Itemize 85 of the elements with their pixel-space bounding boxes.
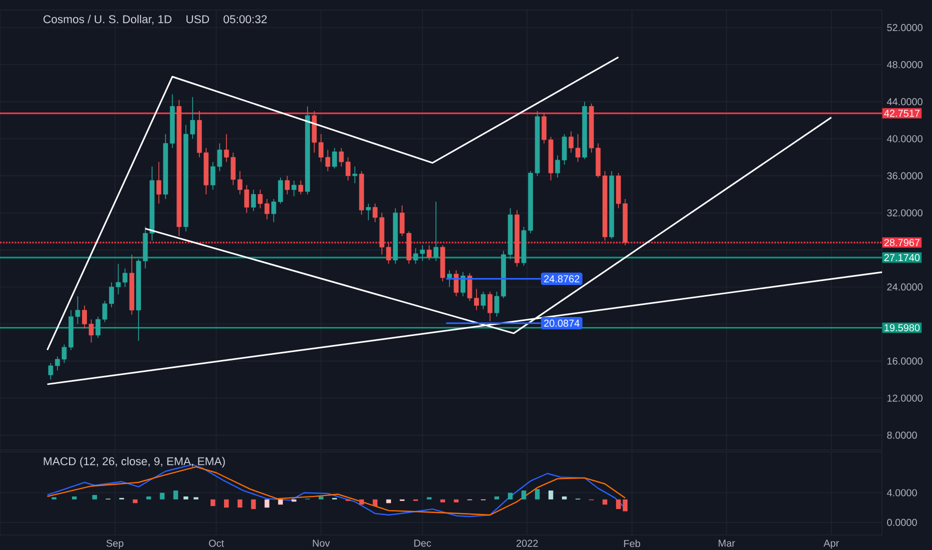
candlestick — [447, 270, 452, 288]
y-tick-label: 36.0000 — [887, 172, 922, 180]
bar — [454, 499, 459, 502]
x-tick-label: Nov — [312, 540, 330, 547]
candlestick — [454, 270, 459, 297]
bar — [238, 499, 242, 508]
bar — [372, 499, 378, 506]
candlestick — [488, 291, 492, 322]
bar — [359, 499, 364, 505]
candlestick — [568, 130, 574, 154]
bar — [622, 499, 628, 512]
bar — [160, 492, 165, 500]
ref-line-label: 28.7967 — [884, 238, 920, 246]
annotation: 05:00:32 — [224, 15, 267, 24]
bar — [508, 492, 513, 500]
candlestick — [372, 203, 378, 223]
bar — [210, 499, 216, 506]
bar — [146, 496, 152, 500]
bar — [292, 499, 296, 502]
candlestick — [284, 175, 290, 195]
bar — [173, 490, 178, 500]
y-tick-label: 24.0000 — [887, 283, 922, 291]
candlestick — [420, 244, 425, 262]
annotation: USD — [186, 15, 210, 24]
candlestick — [413, 248, 418, 264]
x-tick-label: Oct — [208, 540, 224, 547]
candlestick — [575, 134, 580, 162]
annotation: 24.8762 — [544, 275, 580, 282]
x-tick-label: Mar — [718, 540, 735, 547]
x-tick-label: Dec — [414, 540, 432, 547]
y-tick-label: 12.0000 — [887, 394, 922, 402]
bar — [72, 496, 77, 500]
candlestick — [562, 134, 567, 166]
line-series — [46, 56, 620, 351]
candlestick — [542, 112, 547, 144]
bar — [440, 499, 446, 502]
bar — [562, 496, 567, 500]
y-tick-label: 4.0000 — [886, 489, 917, 496]
ref-line-label: 27.1740 — [884, 254, 920, 262]
bar — [92, 494, 97, 500]
candlestick — [426, 244, 432, 261]
y-tick-label: 0.0000 — [887, 518, 917, 526]
candlestick — [366, 203, 371, 221]
candlestick — [156, 162, 162, 204]
candlestick — [332, 148, 337, 169]
x-tick-label: 2022 — [516, 540, 538, 547]
bar — [264, 499, 270, 508]
bar — [318, 496, 324, 500]
bar — [184, 496, 188, 500]
x-tick-label: Feb — [624, 540, 640, 548]
annotation: 20.0874 — [544, 320, 580, 327]
candlestick — [292, 180, 296, 197]
candlestick — [48, 362, 54, 380]
bar — [602, 499, 608, 505]
bar — [386, 499, 391, 504]
candlestick — [298, 180, 304, 195]
chart-title: MACD (12, 26, close, 9, EMA, EMA) — [44, 456, 225, 468]
x-tick-label: Apr — [824, 540, 839, 549]
candlestick — [251, 189, 256, 212]
bar — [548, 490, 554, 500]
y-tick-label: 32.0000 — [887, 209, 922, 216]
y-tick-label: 8.0000 — [887, 432, 917, 439]
ref-line-label: 19.5980 — [884, 324, 920, 332]
chart-title: Cosmos / U. S. Dollar, 1D — [44, 14, 172, 25]
candlestick — [400, 205, 405, 236]
ref-line-label: 42.7517 — [884, 110, 920, 117]
bar — [494, 496, 500, 500]
y-tick-label: 44.0000 — [886, 98, 922, 106]
bar — [278, 499, 283, 505]
candlestick — [480, 291, 486, 310]
bar — [224, 499, 229, 508]
candlestick — [555, 155, 560, 178]
candlestick — [460, 272, 466, 297]
candlestick — [352, 166, 358, 184]
x-tick-label: Sep — [106, 540, 124, 549]
candlestick — [434, 201, 438, 262]
bar — [616, 499, 621, 510]
y-tick-label: 16.0000 — [887, 358, 922, 365]
bar — [132, 499, 138, 504]
y-tick-label: 52.0000 — [887, 24, 922, 32]
bar — [521, 490, 526, 500]
bar — [534, 489, 540, 500]
y-tick-label: 40.0000 — [886, 135, 922, 142]
bar — [251, 499, 256, 510]
y-tick-label: 48.0000 — [886, 61, 922, 68]
